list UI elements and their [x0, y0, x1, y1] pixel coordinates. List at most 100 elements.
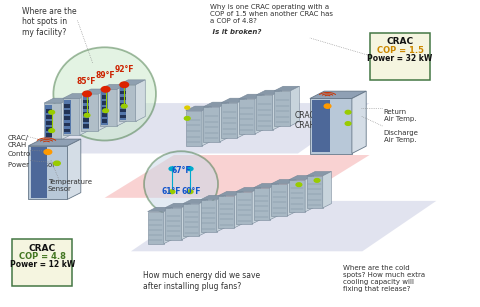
- Text: 85°F: 85°F: [76, 77, 96, 86]
- Polygon shape: [253, 184, 278, 188]
- Polygon shape: [83, 112, 89, 115]
- Polygon shape: [64, 129, 70, 132]
- Polygon shape: [31, 147, 47, 198]
- Polygon shape: [255, 94, 264, 134]
- Polygon shape: [239, 94, 264, 99]
- Polygon shape: [46, 133, 52, 137]
- Polygon shape: [271, 180, 296, 184]
- Text: 67°F: 67°F: [171, 166, 191, 175]
- Polygon shape: [202, 106, 211, 146]
- Polygon shape: [352, 91, 366, 154]
- Polygon shape: [136, 80, 145, 121]
- Polygon shape: [307, 176, 323, 208]
- Text: COP = 1.5: COP = 1.5: [377, 46, 423, 55]
- Polygon shape: [46, 127, 52, 131]
- Circle shape: [296, 183, 302, 187]
- Circle shape: [185, 106, 190, 109]
- Polygon shape: [117, 84, 127, 126]
- Polygon shape: [288, 180, 296, 216]
- Polygon shape: [204, 102, 229, 107]
- Polygon shape: [46, 121, 52, 125]
- Circle shape: [84, 114, 90, 117]
- Polygon shape: [221, 98, 246, 103]
- Polygon shape: [181, 203, 190, 240]
- Circle shape: [121, 104, 127, 108]
- Polygon shape: [102, 95, 108, 99]
- Polygon shape: [102, 119, 108, 123]
- Polygon shape: [183, 199, 208, 204]
- Text: Where are the cold
spots? How much extra
cooling capacity will
fixing that relea: Where are the cold spots? How much extra…: [343, 265, 425, 292]
- Circle shape: [187, 167, 193, 171]
- Polygon shape: [131, 201, 436, 251]
- Text: 92°F: 92°F: [114, 65, 134, 74]
- Circle shape: [49, 111, 55, 114]
- Polygon shape: [61, 98, 71, 140]
- Text: CRAC: CRAC: [386, 37, 414, 46]
- Circle shape: [49, 129, 55, 132]
- Polygon shape: [165, 203, 190, 208]
- Polygon shape: [186, 111, 202, 146]
- Polygon shape: [310, 99, 352, 154]
- Text: CRAC: CRAC: [29, 244, 56, 253]
- Polygon shape: [119, 85, 136, 121]
- Polygon shape: [83, 100, 89, 103]
- Polygon shape: [183, 204, 199, 236]
- Polygon shape: [64, 122, 70, 126]
- Text: COP = 4.8: COP = 4.8: [19, 252, 66, 261]
- Polygon shape: [83, 124, 89, 128]
- Polygon shape: [83, 118, 89, 122]
- Polygon shape: [80, 94, 89, 135]
- FancyBboxPatch shape: [370, 33, 430, 80]
- Polygon shape: [64, 111, 70, 114]
- Polygon shape: [83, 95, 89, 129]
- Polygon shape: [201, 195, 226, 200]
- Circle shape: [103, 109, 108, 113]
- Polygon shape: [100, 84, 127, 89]
- Polygon shape: [120, 86, 126, 120]
- Polygon shape: [323, 172, 331, 208]
- FancyBboxPatch shape: [12, 239, 72, 286]
- Polygon shape: [148, 212, 164, 244]
- Text: CRAC/
CRAH: CRAC/ CRAH: [295, 111, 318, 130]
- Circle shape: [44, 150, 52, 154]
- Polygon shape: [38, 103, 370, 154]
- Ellipse shape: [53, 47, 156, 141]
- Circle shape: [54, 161, 60, 165]
- Polygon shape: [165, 208, 181, 240]
- Polygon shape: [236, 187, 261, 192]
- Polygon shape: [186, 106, 211, 111]
- Polygon shape: [64, 104, 70, 108]
- Polygon shape: [120, 115, 126, 119]
- Polygon shape: [120, 103, 126, 106]
- Text: Discharge
Air Temp.: Discharge Air Temp.: [384, 130, 419, 143]
- Polygon shape: [236, 192, 252, 224]
- Polygon shape: [204, 107, 220, 142]
- Polygon shape: [105, 155, 370, 198]
- Polygon shape: [98, 89, 108, 130]
- Circle shape: [345, 111, 351, 114]
- Polygon shape: [63, 94, 89, 99]
- Circle shape: [184, 117, 190, 120]
- Polygon shape: [221, 103, 237, 138]
- Polygon shape: [46, 109, 52, 113]
- Text: Return
Air Temp.: Return Air Temp.: [384, 109, 416, 122]
- Polygon shape: [46, 115, 52, 119]
- Text: 89°F: 89°F: [96, 71, 115, 80]
- Polygon shape: [68, 139, 81, 199]
- Text: Is it broken?: Is it broken?: [210, 29, 261, 35]
- Polygon shape: [305, 176, 314, 212]
- Polygon shape: [218, 191, 243, 196]
- Polygon shape: [148, 207, 172, 212]
- Text: Why is one CRAC operating with a
COP of 1.5 when another CRAC has
a COP of 4.8?: Why is one CRAC operating with a COP of …: [210, 4, 333, 24]
- Circle shape: [83, 91, 91, 97]
- Text: How much energy did we save
after installing plug fans?: How much energy did we save after instal…: [143, 271, 260, 290]
- Polygon shape: [64, 100, 71, 134]
- Text: 60°F: 60°F: [181, 187, 201, 196]
- Circle shape: [314, 179, 320, 182]
- Text: Power = 12 kW: Power = 12 kW: [10, 260, 75, 269]
- Text: Power = 32 kW: Power = 32 kW: [368, 54, 432, 63]
- Circle shape: [345, 122, 351, 125]
- Polygon shape: [64, 116, 70, 120]
- Polygon shape: [199, 199, 208, 236]
- Polygon shape: [102, 107, 108, 111]
